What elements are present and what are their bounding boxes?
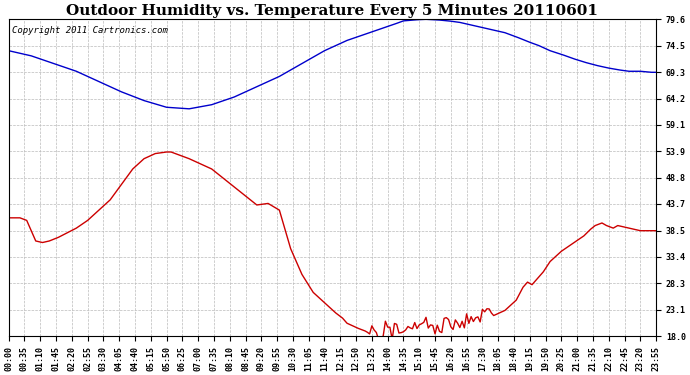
Text: Copyright 2011 Cartronics.com: Copyright 2011 Cartronics.com	[12, 26, 168, 34]
Title: Outdoor Humidity vs. Temperature Every 5 Minutes 20110601: Outdoor Humidity vs. Temperature Every 5…	[66, 4, 598, 18]
